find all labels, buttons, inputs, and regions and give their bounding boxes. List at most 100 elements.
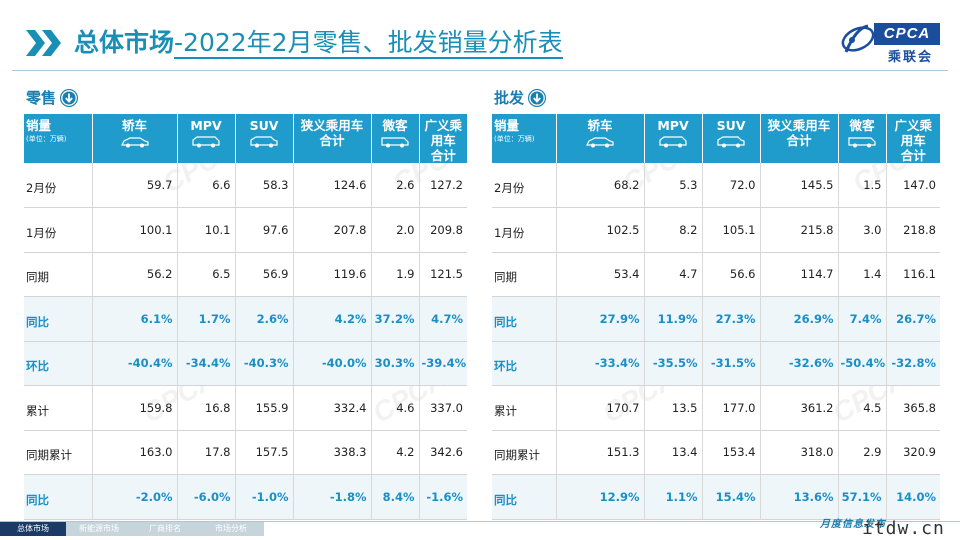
mpv-icon bbox=[192, 136, 220, 148]
col-header-sales: 销量 (单位：万辆) bbox=[492, 114, 557, 163]
table-cell: 58.3 bbox=[235, 163, 294, 208]
table-cell: 2.6% bbox=[235, 296, 294, 342]
footer-tab[interactable]: 新能源市场 bbox=[66, 522, 132, 536]
table-cell: -1.8% bbox=[293, 474, 372, 520]
table-cell: 4.7% bbox=[419, 296, 467, 342]
table-cell: 3.0 bbox=[838, 207, 887, 253]
footer-bar: 总体市场 新能源市场 厂商排名 市场分析 bbox=[0, 521, 960, 540]
page-title-bold: 总体市场 bbox=[74, 28, 175, 57]
table-cell: 218.8 bbox=[886, 207, 940, 253]
table-cell: 1.1% bbox=[644, 474, 703, 520]
footer-divider bbox=[0, 521, 960, 522]
table-row: 同比 6.1% 1.7% 2.6% 4.2% 37.2% 4.7% bbox=[24, 296, 467, 342]
table-cell: -1.0% bbox=[235, 474, 294, 520]
logo-emblem-icon bbox=[841, 24, 875, 53]
retail-label-text: 零售 bbox=[26, 89, 57, 107]
table-cell: 207.8 bbox=[293, 207, 372, 253]
header-divider bbox=[12, 70, 948, 71]
col-header-minivan: 微客 bbox=[371, 114, 420, 163]
footer-tab[interactable]: 厂商排名 bbox=[132, 522, 198, 536]
table-cell: 27.9% bbox=[556, 296, 645, 342]
table-cell: -34.4% bbox=[177, 341, 236, 386]
footer-tab[interactable]: 市场分析 bbox=[198, 522, 264, 536]
logo-cn-text: 乘联会 bbox=[888, 50, 934, 65]
retail-table-body: 2月份 59.7 6.6 58.3 124.6 2.6 127.2 1月份 100.1 10.1 9… bbox=[24, 163, 467, 520]
table-cell: 4.2 bbox=[371, 430, 420, 475]
table-cell: 56.2 bbox=[92, 252, 178, 297]
table-cell: 2.9 bbox=[838, 430, 887, 475]
table-row: 同比 12.9% 1.1% 15.4% 13.6% 57.1% 14.0% bbox=[492, 474, 940, 520]
col-header-sedan-label: 轿车 bbox=[121, 118, 147, 133]
suv-icon bbox=[250, 136, 278, 148]
table-row: 1月份 100.1 10.1 97.6 207.8 2.0 209.8 bbox=[24, 207, 467, 253]
row-label: 环比 bbox=[492, 341, 557, 386]
table-cell: 147.0 bbox=[886, 163, 940, 208]
table-cell: 332.4 bbox=[293, 385, 372, 431]
footer-tab[interactable]: 总体市场 bbox=[0, 522, 66, 536]
table-row: 环比 -33.4% -35.5% -31.5% -32.6% -50.4% -32.8% bbox=[492, 341, 940, 386]
table-cell: -32.8% bbox=[886, 341, 940, 386]
col-header-narrow-total: 狭义乘用车 合计 bbox=[760, 114, 839, 163]
col-header-minivan-label: 微客 bbox=[382, 118, 408, 133]
table-cell: 10.1 bbox=[177, 207, 236, 253]
wholesale-table-body: 2月份 68.2 5.3 72.0 145.5 1.5 147.0 1月份 102.5 8.2 10… bbox=[492, 163, 940, 520]
down-arrow-circle-icon bbox=[60, 88, 79, 107]
row-label: 累计 bbox=[24, 385, 93, 431]
row-label: 环比 bbox=[24, 341, 93, 386]
table-cell: 4.6 bbox=[371, 385, 420, 431]
col-header-broad-label: 广义乘用车 bbox=[894, 118, 932, 148]
table-cell: 14.0% bbox=[886, 474, 940, 520]
table-cell: 57.1% bbox=[838, 474, 887, 520]
table-cell: 13.6% bbox=[760, 474, 839, 520]
table-cell: 145.5 bbox=[760, 163, 839, 208]
table-cell: 1.4 bbox=[838, 252, 887, 297]
table-cell: 6.1% bbox=[92, 296, 178, 342]
row-label: 同比 bbox=[24, 474, 93, 520]
row-label: 同期累计 bbox=[492, 430, 557, 475]
table-cell: 59.7 bbox=[92, 163, 178, 208]
col-header-sales-label: 销量 bbox=[26, 118, 52, 133]
table-row: 环比 -40.4% -34.4% -40.3% -40.0% 30.3% -39.4% bbox=[24, 341, 467, 386]
row-label: 2月份 bbox=[24, 163, 93, 208]
table-cell: 6.5 bbox=[177, 252, 236, 297]
table-row: 同比 -2.0% -6.0% -1.0% -1.8% 8.4% -1.6% bbox=[24, 474, 467, 520]
retail-section-label: 零售 bbox=[26, 87, 79, 108]
col-header-suv-label: SUV bbox=[716, 118, 746, 133]
minivan-icon bbox=[848, 137, 876, 148]
table-header-row: 销量 (单位：万辆) 轿车 MPV SUV 狭义乘用车 合计 微客 广义乘用车 合计 bbox=[24, 114, 467, 163]
col-header-narrow-label: 狭义乘用车 bbox=[767, 118, 831, 133]
minivan-icon bbox=[381, 137, 409, 148]
table-cell: 16.8 bbox=[177, 385, 236, 431]
col-header-suv: SUV bbox=[235, 114, 294, 163]
unit-label: (单位：万辆) bbox=[26, 135, 67, 143]
table-cell: -39.4% bbox=[419, 341, 467, 386]
col-header-narrow-total-label: 合计 bbox=[319, 133, 345, 148]
table-cell: 27.3% bbox=[702, 296, 761, 342]
page-title-rest: -2022年2月零售、批发销量分析表 bbox=[174, 28, 563, 59]
col-header-mpv-label: MPV bbox=[190, 118, 222, 133]
wholesale-section-label: 批发 bbox=[494, 87, 547, 108]
col-header-sales-label: 销量 bbox=[494, 118, 520, 133]
table-cell: 163.0 bbox=[92, 430, 178, 475]
table-cell: 151.3 bbox=[556, 430, 645, 475]
table-cell: 1.5 bbox=[838, 163, 887, 208]
table-cell: 124.6 bbox=[293, 163, 372, 208]
row-label: 2月份 bbox=[492, 163, 557, 208]
table-cell: 68.2 bbox=[556, 163, 645, 208]
row-label: 同比 bbox=[24, 296, 93, 342]
col-header-minivan-label: 微客 bbox=[849, 118, 875, 133]
footer-tabs: 总体市场 新能源市场 厂商排名 市场分析 bbox=[0, 522, 264, 536]
table-cell: 26.9% bbox=[760, 296, 839, 342]
retail-table: 销量 (单位：万辆) 轿车 MPV SUV 狭义乘用车 合计 微客 广义乘用车 合计 … bbox=[24, 114, 467, 520]
row-label: 同比 bbox=[492, 474, 557, 520]
page-title: 总体市场-2022年2月零售、批发销量分析表 bbox=[74, 26, 563, 60]
table-cell: 170.7 bbox=[556, 385, 645, 431]
wholesale-table: 销量 (单位：万辆) 轿车 MPV SUV 狭义乘用车 合计 微客 广义乘用车 合计 … bbox=[492, 114, 940, 520]
col-header-broad-label: 广义乘用车 bbox=[424, 118, 462, 148]
col-header-minivan: 微客 bbox=[838, 114, 887, 163]
table-cell: -35.5% bbox=[644, 341, 703, 386]
table-cell: 15.4% bbox=[702, 474, 761, 520]
table-row: 同比 27.9% 11.9% 27.3% 26.9% 7.4% 26.7% bbox=[492, 296, 940, 342]
table-cell: 30.3% bbox=[371, 341, 420, 386]
